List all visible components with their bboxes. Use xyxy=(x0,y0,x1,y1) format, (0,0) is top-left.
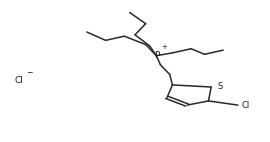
Text: P: P xyxy=(154,51,159,60)
Text: Cl: Cl xyxy=(242,101,250,110)
Text: −: − xyxy=(26,68,32,77)
Text: S: S xyxy=(218,82,223,91)
Text: Cl: Cl xyxy=(14,76,23,84)
Text: +: + xyxy=(161,44,167,50)
